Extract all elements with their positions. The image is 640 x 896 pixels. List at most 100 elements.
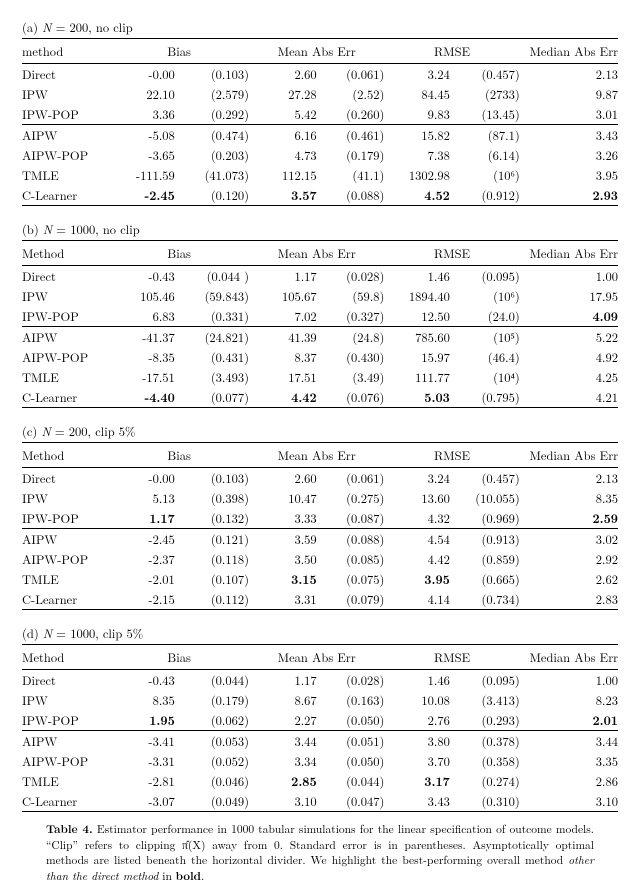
- cell: 2.86: [520, 771, 618, 791]
- cell: -4.40: [109, 387, 174, 408]
- header-row: methodBiasMean Abs ErrRMSEMedian Abs Err: [22, 39, 618, 64]
- cell: 3.57: [249, 185, 317, 206]
- cell: -3.41: [109, 731, 174, 752]
- cell: C-Learner: [22, 589, 109, 610]
- cell: IPW: [22, 488, 109, 508]
- cell: (0.121): [175, 529, 249, 550]
- cell: 4.52: [384, 185, 449, 206]
- cell: (87.1): [450, 125, 520, 146]
- cell: IPW-POP: [22, 508, 109, 529]
- table-row: TMLE-17.51(3.493)17.51(3.49)111.77(10⁴)4…: [22, 367, 618, 387]
- cell: (0.088): [317, 529, 385, 550]
- cell: (10⁵): [450, 327, 520, 348]
- cell: 3.24: [384, 468, 449, 489]
- cell: IPW: [22, 286, 109, 306]
- table-row: IPW8.35(0.179)8.67(0.163)10.08(3.413)8.2…: [22, 690, 618, 710]
- cell: (0.052): [175, 751, 249, 771]
- cell: 3.43: [520, 125, 618, 146]
- cell: (0.274): [450, 771, 520, 791]
- cell: (0.075): [317, 569, 385, 589]
- col-mae: Mean Abs Err: [249, 241, 384, 266]
- caption-label: Table 4.: [46, 821, 93, 837]
- cell: TMLE: [22, 569, 109, 589]
- cell: AIPW-POP: [22, 347, 109, 367]
- table-row: Direct-0.43(0.044 )1.17(0.028)1.46(0.095…: [22, 266, 618, 287]
- col-mae: Mean Abs Err: [249, 39, 384, 64]
- cell: (0.859): [450, 549, 520, 569]
- cell: 4.25: [520, 367, 618, 387]
- cell: 5.13: [109, 488, 174, 508]
- cell: IPW-POP: [22, 104, 109, 125]
- table-row: AIPW-41.37(24.821)41.39(24.8)785.60(10⁵)…: [22, 327, 618, 348]
- cell: 1.17: [249, 266, 317, 287]
- cell: (0.095): [450, 266, 520, 287]
- tables-container: (a) N = 200, no clip methodBiasMean Abs E…: [22, 18, 618, 812]
- cell: 1.00: [520, 670, 618, 691]
- cell: 2.85: [249, 771, 317, 791]
- cell: (0.474): [175, 125, 249, 146]
- cell: Direct: [22, 64, 109, 85]
- cell: 6.83: [109, 306, 174, 327]
- cell: 8.35: [109, 690, 174, 710]
- table-row: IPW5.13(0.398)10.47(0.275)13.60(10.055)8…: [22, 488, 618, 508]
- cell: (59.843): [175, 286, 249, 306]
- cell: (0.051): [317, 731, 385, 752]
- cell: 3.31: [249, 589, 317, 610]
- table-row: AIPW-2.45(0.121)3.59(0.088)4.54(0.913)3.…: [22, 529, 618, 550]
- cell: (0.076): [317, 387, 385, 408]
- panel-label: (a) N = 200, no clip: [22, 18, 618, 36]
- cell: (24.8): [317, 327, 385, 348]
- cell: (0.044 ): [175, 266, 249, 287]
- cell: AIPW-POP: [22, 751, 109, 771]
- cell: -2.15: [109, 589, 174, 610]
- table-row: TMLE-2.81(0.046)2.85(0.044)3.17(0.274)2.…: [22, 771, 618, 791]
- cell: -3.65: [109, 145, 174, 165]
- results-table: MethodBiasMean Abs ErrRMSEMedian Abs Err…: [22, 442, 618, 610]
- cell: -0.43: [109, 266, 174, 287]
- cell: 5.22: [520, 327, 618, 348]
- cell: 2.92: [520, 549, 618, 569]
- cell: 105.67: [249, 286, 317, 306]
- col-median: Median Abs Err: [520, 39, 618, 64]
- cell: -8.35: [109, 347, 174, 367]
- cell: 2.59: [520, 508, 618, 529]
- cell: 9.83: [384, 104, 449, 125]
- cell: (0.292): [175, 104, 249, 125]
- cell: IPW-POP: [22, 710, 109, 731]
- cell: 3.17: [384, 771, 449, 791]
- cell: 3.33: [249, 508, 317, 529]
- cell: (0.327): [317, 306, 385, 327]
- cell: (0.275): [317, 488, 385, 508]
- cell: (3.413): [450, 690, 520, 710]
- cell: -2.45: [109, 529, 174, 550]
- cell: (10⁶): [450, 286, 520, 306]
- caption-bold: bold: [176, 868, 201, 884]
- cell: (0.179): [317, 145, 385, 165]
- cell: 1.17: [249, 670, 317, 691]
- col-mae: Mean Abs Err: [249, 443, 384, 468]
- cell: (0.061): [317, 64, 385, 85]
- cell: -0.00: [109, 64, 174, 85]
- col-bias: Bias: [109, 241, 249, 266]
- cell: (0.103): [175, 468, 249, 489]
- cell: 3.43: [384, 791, 449, 812]
- cell: 9.87: [520, 84, 618, 104]
- cell: 2.27: [249, 710, 317, 731]
- cell: (0.061): [317, 468, 385, 489]
- cell: (0.044): [175, 670, 249, 691]
- cell: 3.10: [249, 791, 317, 812]
- cell: IPW: [22, 84, 109, 104]
- table-row: TMLE-111.59(41.073)112.15(41.1)1302.98(1…: [22, 165, 618, 185]
- cell: -2.37: [109, 549, 174, 569]
- cell: (0.062): [175, 710, 249, 731]
- cell: -2.01: [109, 569, 174, 589]
- cell: TMLE: [22, 165, 109, 185]
- cell: 4.73: [249, 145, 317, 165]
- cell: -2.81: [109, 771, 174, 791]
- table-row: AIPW-POP-8.35(0.431)8.37(0.430)15.97(46.…: [22, 347, 618, 367]
- cell: 22.10: [109, 84, 174, 104]
- cell: (3.49): [317, 367, 385, 387]
- cell: 13.60: [384, 488, 449, 508]
- caption-body1: Estimator performance in 1000 tabular si…: [46, 821, 594, 868]
- cell: 5.42: [249, 104, 317, 125]
